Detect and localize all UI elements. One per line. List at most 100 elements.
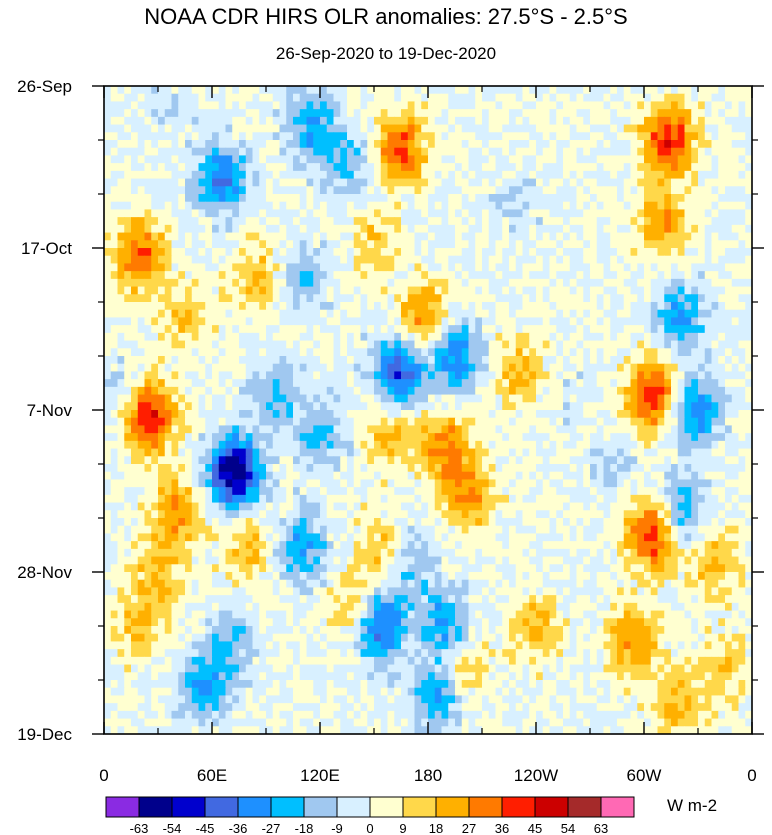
field-cell [380, 124, 389, 133]
field-cell [347, 417, 355, 427]
field-cell [144, 155, 152, 164]
field-cell [664, 309, 672, 319]
field-cell [272, 178, 281, 187]
field-cell [178, 278, 186, 288]
field-cell [488, 124, 497, 133]
field-cell [340, 386, 348, 396]
field-cell [455, 201, 463, 211]
field-cell [482, 479, 490, 488]
field-cell [313, 163, 321, 172]
field-cell [576, 379, 584, 388]
field-cell [428, 101, 436, 110]
field-cell [124, 487, 132, 496]
field-cell [387, 340, 395, 349]
field-cell [569, 479, 578, 488]
field-cell [671, 371, 679, 380]
field-cell [441, 93, 449, 103]
field-cell [596, 294, 605, 303]
field-cell [542, 371, 551, 380]
field-cell [245, 448, 254, 457]
field-cell [603, 194, 611, 203]
field-cell [394, 448, 402, 457]
field-cell [407, 86, 416, 95]
field-cell [461, 325, 470, 334]
field-cell [259, 93, 267, 103]
field-cell [482, 278, 490, 288]
field-cell [306, 147, 314, 157]
field-cell [286, 140, 294, 149]
field-cell [441, 379, 449, 388]
field-cell [684, 109, 692, 118]
field-cell [448, 471, 456, 481]
field-cell [549, 201, 557, 211]
field-cell [563, 147, 571, 157]
field-cell [542, 170, 551, 180]
field-cell [603, 186, 611, 195]
field-cell [117, 101, 125, 110]
field-cell [725, 348, 733, 357]
field-cell [468, 325, 476, 334]
field-cell [407, 440, 416, 450]
field-cell [198, 440, 206, 450]
field-cell [232, 124, 240, 133]
field-cell [340, 479, 348, 488]
field-cell [677, 417, 686, 427]
field-cell [603, 124, 611, 133]
field-cell [259, 363, 267, 373]
field-cell [414, 417, 422, 427]
field-cell [158, 379, 166, 388]
field-cell [596, 471, 605, 481]
field-cell [151, 440, 159, 450]
field-cell [711, 194, 719, 203]
field-cell [738, 93, 746, 103]
field-cell [137, 464, 146, 473]
field-cell [617, 201, 625, 211]
field-cell [306, 302, 314, 311]
field-cell [495, 147, 503, 157]
field-cell [252, 433, 260, 442]
field-cell [245, 471, 254, 481]
field-cell [225, 147, 233, 157]
field-cell [563, 386, 571, 396]
field-cell [279, 86, 287, 95]
field-cell [657, 209, 665, 218]
field-cell [171, 417, 179, 427]
field-cell [252, 340, 260, 349]
field-cell [650, 294, 659, 303]
field-cell [158, 132, 166, 141]
field-cell [475, 302, 483, 311]
field-cell [293, 224, 301, 234]
field-cell [401, 271, 409, 280]
field-cell [495, 240, 503, 249]
field-cell [272, 86, 281, 95]
field-cell [347, 440, 355, 450]
field-cell [374, 456, 382, 465]
field-cell [380, 278, 389, 288]
field-cell [117, 271, 125, 280]
field-cell [178, 163, 186, 172]
field-cell [731, 163, 740, 172]
field-cell [198, 340, 206, 349]
field-cell [428, 140, 436, 149]
field-cell [468, 132, 476, 141]
field-cell [529, 124, 537, 133]
field-cell [326, 263, 335, 272]
field-cell [185, 140, 193, 149]
field-cell [306, 132, 314, 141]
field-cell [718, 116, 726, 126]
field-cell [104, 101, 112, 110]
field-cell [225, 309, 233, 319]
field-cell [603, 410, 611, 419]
field-cell [475, 433, 483, 442]
field-cell [556, 109, 564, 118]
field-cell [738, 371, 746, 380]
field-cell [218, 433, 227, 442]
field-cell [731, 448, 740, 457]
field-cell [164, 217, 173, 226]
field-cell [475, 294, 483, 303]
field-cell [191, 278, 200, 288]
field-cell [104, 286, 112, 295]
field-cell [529, 194, 537, 203]
field-cell [266, 302, 274, 311]
field-cell [677, 163, 686, 172]
